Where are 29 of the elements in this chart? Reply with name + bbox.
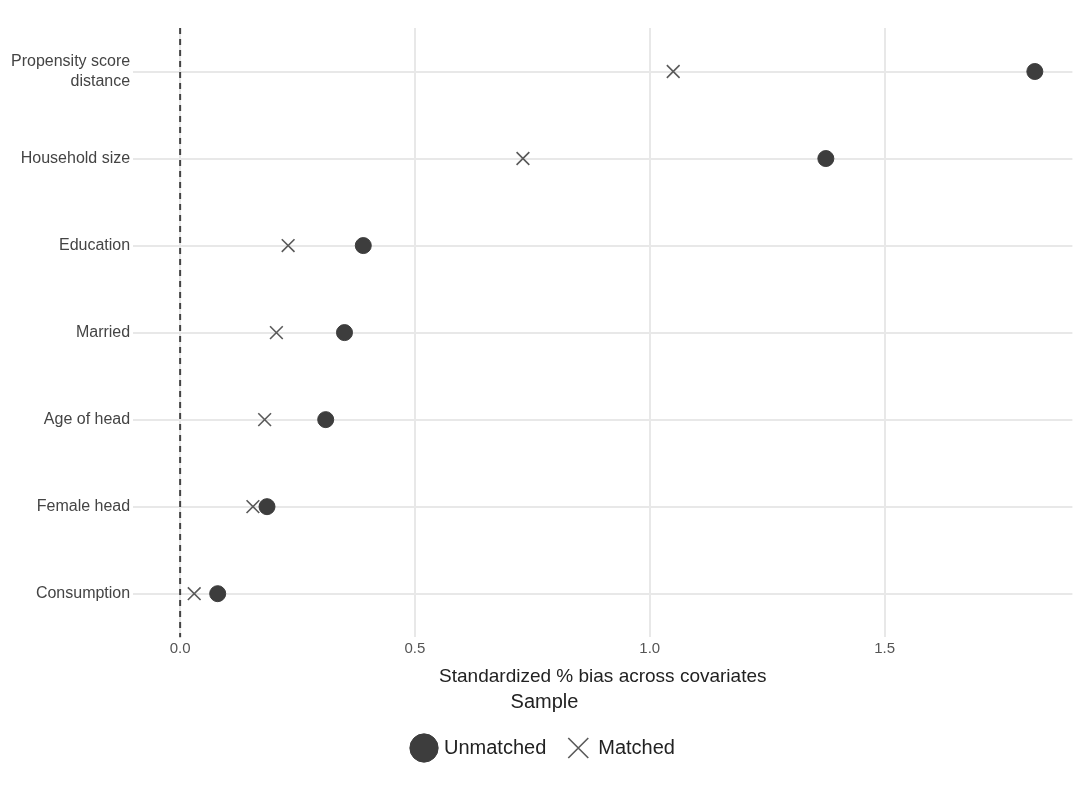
point xyxy=(187,586,202,601)
point xyxy=(335,324,353,342)
y-tick-label: Female head xyxy=(36,497,131,515)
point xyxy=(317,411,335,429)
point xyxy=(354,237,372,255)
legend-label: Unmatched xyxy=(444,735,547,758)
y-tick-label: Household size xyxy=(20,148,131,166)
x-tick-label: 0.5 xyxy=(404,639,426,657)
y-tick-label: Propensity score distance xyxy=(10,52,131,89)
y-tick-label: Consumption xyxy=(35,584,131,602)
y-tick-label: Married xyxy=(75,323,131,341)
point xyxy=(257,412,272,427)
point xyxy=(269,325,284,340)
point xyxy=(817,150,835,168)
legend-title: Sample xyxy=(510,689,579,712)
point xyxy=(245,499,261,514)
point xyxy=(280,238,296,253)
point xyxy=(1026,63,1044,81)
x-tick-label: 1.5 xyxy=(874,639,895,657)
y-tick-label: Age of head xyxy=(43,410,131,428)
y-tick-label: Education xyxy=(58,235,131,253)
point xyxy=(258,498,276,516)
point xyxy=(515,151,531,166)
legend-label: Matched xyxy=(598,735,675,758)
x-tick-label: 1.0 xyxy=(639,639,661,657)
point xyxy=(209,585,227,603)
point xyxy=(666,64,681,79)
x-tick-label: 0.0 xyxy=(169,639,191,657)
x-axis-title: Standardized % bias across covariates xyxy=(439,664,767,686)
